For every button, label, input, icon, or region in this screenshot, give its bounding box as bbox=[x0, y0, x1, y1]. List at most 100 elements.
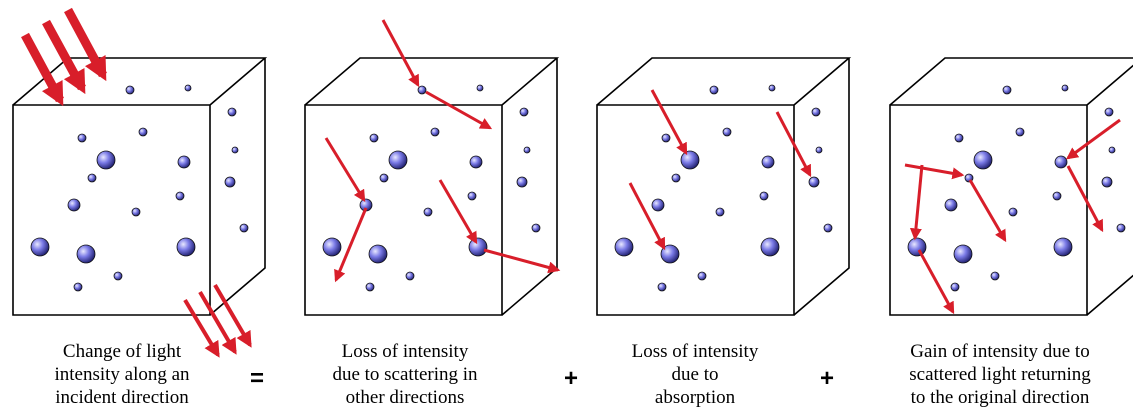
particle bbox=[671, 173, 681, 183]
particle bbox=[113, 271, 123, 281]
particle bbox=[811, 107, 821, 117]
particle bbox=[1015, 127, 1025, 137]
particle bbox=[657, 282, 667, 292]
caption-line: due to scattering in bbox=[332, 364, 478, 385]
particle bbox=[953, 244, 973, 264]
particle bbox=[125, 85, 135, 95]
particle bbox=[954, 133, 964, 143]
particle bbox=[709, 85, 719, 95]
particle bbox=[368, 244, 388, 264]
particle bbox=[1002, 85, 1012, 95]
caption-line: intensity along an bbox=[54, 364, 190, 385]
particle bbox=[944, 198, 958, 212]
particle bbox=[1008, 207, 1018, 217]
operator: + bbox=[820, 365, 834, 392]
particle bbox=[651, 198, 665, 212]
caption-line: scattered light returning bbox=[909, 364, 1091, 385]
particle bbox=[77, 133, 87, 143]
operator: + bbox=[564, 365, 578, 392]
particle bbox=[516, 176, 528, 188]
ray-arrow bbox=[324, 137, 366, 203]
particle bbox=[1104, 107, 1114, 117]
particle bbox=[365, 282, 375, 292]
ray-arrow bbox=[917, 249, 955, 315]
ray-arrow bbox=[1066, 118, 1121, 160]
particle bbox=[973, 150, 993, 170]
particle bbox=[476, 84, 484, 92]
caption-line: Gain of intensity due to bbox=[910, 341, 1089, 362]
particle bbox=[808, 176, 820, 188]
particle bbox=[614, 237, 634, 257]
particle bbox=[224, 176, 236, 188]
ray-arrow bbox=[425, 90, 493, 130]
incident-arrow bbox=[21, 32, 64, 107]
particle bbox=[469, 155, 483, 169]
outgoing-arrow bbox=[183, 298, 220, 358]
particle bbox=[990, 271, 1000, 281]
particle bbox=[468, 237, 488, 257]
particle bbox=[823, 223, 833, 233]
incident-arrow bbox=[64, 7, 107, 82]
caption-line: to the original direction bbox=[911, 387, 1090, 408]
cube bbox=[12, 57, 268, 316]
particle bbox=[430, 127, 440, 137]
particle bbox=[1061, 84, 1069, 92]
particle bbox=[30, 237, 50, 257]
particle bbox=[815, 146, 823, 154]
outgoing-arrow bbox=[198, 290, 237, 355]
particle bbox=[531, 223, 541, 233]
cube bbox=[889, 57, 1133, 316]
particle bbox=[519, 107, 529, 117]
ray-arrow bbox=[628, 182, 666, 251]
particle bbox=[760, 237, 780, 257]
particle bbox=[369, 133, 379, 143]
particle bbox=[1052, 191, 1062, 201]
particle bbox=[417, 85, 427, 95]
particle bbox=[523, 146, 531, 154]
particle bbox=[467, 191, 477, 201]
cube bbox=[596, 57, 852, 316]
particle bbox=[660, 244, 680, 264]
particle bbox=[67, 198, 81, 212]
particle bbox=[379, 173, 389, 183]
arrows bbox=[21, 7, 1121, 358]
ray-arrow bbox=[775, 111, 812, 178]
cubes bbox=[12, 57, 1133, 316]
ray-arrow bbox=[438, 179, 478, 245]
particle bbox=[1053, 237, 1073, 257]
particle bbox=[231, 146, 239, 154]
particle bbox=[131, 207, 141, 217]
particle bbox=[76, 244, 96, 264]
particle bbox=[759, 191, 769, 201]
particle bbox=[1108, 146, 1116, 154]
ray-arrow bbox=[1066, 165, 1104, 233]
particle bbox=[388, 150, 408, 170]
particle bbox=[722, 127, 732, 137]
particle bbox=[227, 107, 237, 117]
particle bbox=[175, 191, 185, 201]
particle bbox=[661, 133, 671, 143]
incident-arrow bbox=[42, 19, 86, 95]
ray-arrow bbox=[381, 19, 420, 88]
caption-line: absorption bbox=[655, 387, 736, 408]
particle bbox=[1101, 176, 1113, 188]
caption-line: Loss of intensity bbox=[342, 341, 469, 362]
particle bbox=[680, 150, 700, 170]
caption-line: other directions bbox=[346, 387, 465, 408]
ray-arrow bbox=[904, 163, 965, 180]
particle bbox=[96, 150, 116, 170]
particle bbox=[1116, 223, 1126, 233]
particle bbox=[322, 237, 342, 257]
particle bbox=[176, 237, 196, 257]
particle bbox=[239, 223, 249, 233]
particle bbox=[177, 155, 191, 169]
ray-arrow bbox=[334, 207, 368, 283]
particle bbox=[715, 207, 725, 217]
caption-line: Change of light bbox=[63, 341, 182, 362]
particle bbox=[1054, 155, 1068, 169]
particle bbox=[184, 84, 192, 92]
ray-arrow bbox=[909, 164, 924, 241]
particle bbox=[73, 282, 83, 292]
